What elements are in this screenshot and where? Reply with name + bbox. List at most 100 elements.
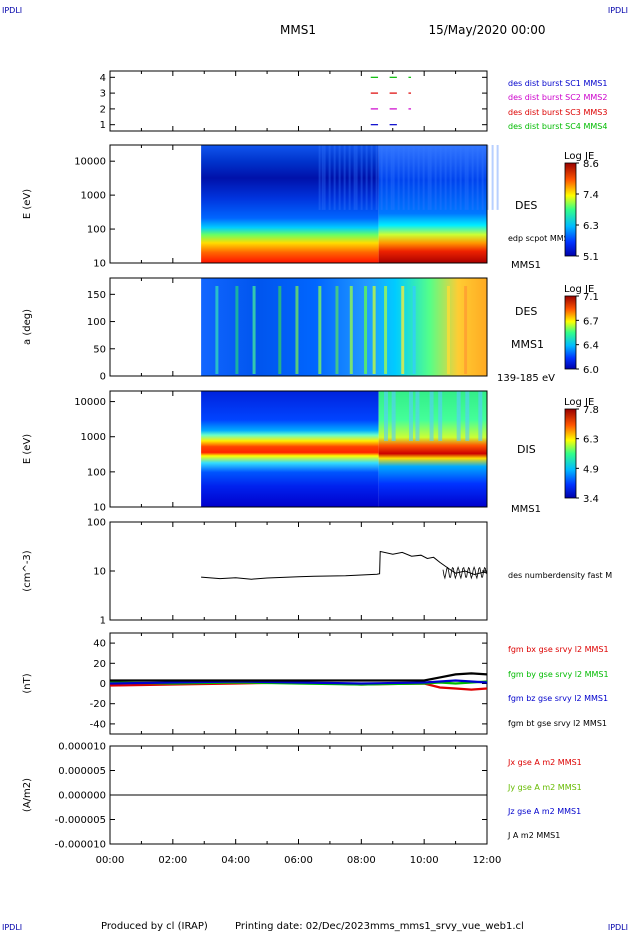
- spectrogram-texture: [343, 145, 346, 210]
- time-tick-label: 12:00: [473, 855, 502, 866]
- y-tick-label: 1000: [81, 432, 106, 443]
- spectrogram-texture: [449, 145, 452, 210]
- dis-stripe: [415, 391, 420, 441]
- colorbar-tick-label: 7.8: [583, 405, 599, 416]
- panel-current-density: -0.000010 -0.000005 0.000000 0.000005 0.0000…: [22, 742, 582, 851]
- y-tick-label: 10: [93, 567, 106, 578]
- pitch-stripe: [335, 286, 339, 374]
- des-spectrogram-part1: [201, 145, 379, 263]
- panel-magnetic-field: -40 -20 0 20 40 (nT) fgm bx gse srvy l2 MMS1 fg…: [22, 632, 609, 735]
- spectrogram-texture: [464, 145, 467, 210]
- right-label-mms1: MMS1: [511, 260, 541, 271]
- colorbar-tick-label: 6.3: [583, 221, 599, 232]
- y-tick-label: 3: [100, 89, 106, 100]
- pitch-stripe: [384, 286, 388, 374]
- spectrogram-texture: [355, 145, 358, 210]
- time-tick-label: 10:00: [410, 855, 439, 866]
- colorbar-tick-label: 6.7: [583, 316, 599, 327]
- pitch-stripe: [446, 286, 450, 374]
- dis-stripe: [429, 391, 434, 441]
- spectrogram-texture: [491, 145, 494, 210]
- pitch-stripe: [464, 286, 468, 374]
- spectrogram-texture: [353, 145, 356, 210]
- bfield-line: [109, 679, 488, 685]
- y-tick-label: 1: [100, 120, 106, 131]
- time-tick-label: 04:00: [221, 855, 250, 866]
- bfield-line: [110, 672, 488, 682]
- y-tick-label: 20: [93, 659, 106, 670]
- right-label-des: DES: [515, 305, 537, 318]
- y-tick-label: -20: [90, 699, 106, 710]
- spectrogram-texture: [481, 145, 484, 210]
- colorbar-des-energy-spectrogram: Log JE8.6 7.4 6.3 5.1: [564, 151, 599, 263]
- right-label-dis: DIS: [517, 443, 536, 456]
- colorbar-title: Log JE: [564, 284, 594, 295]
- spectrogram-texture: [385, 145, 388, 210]
- y-tick-label: 0: [100, 679, 106, 690]
- colorbar-tick-label: 7.4: [583, 190, 599, 201]
- right-label-mms1: MMS1: [511, 504, 541, 515]
- y-axis-label: E (eV): [22, 434, 33, 464]
- right-label-mms1: MMS1: [511, 338, 544, 351]
- right-label-energy-range: 139-185 eV: [497, 373, 555, 384]
- y-tick-label: 2: [100, 104, 106, 115]
- legend-current-3: J A m2 MMS1: [507, 831, 560, 840]
- corner-logo-bottom-left: IPDLI: [2, 923, 22, 932]
- y-tick-label: -0.000005: [55, 815, 106, 826]
- colorbar-des-pitch-angle: Log JE7.1 6.7 6.4 6.0: [564, 284, 599, 376]
- colorbar-tick-label: 6.4: [583, 341, 599, 352]
- footer-printing-date: Printing date: 02/Dec/2023: [235, 921, 370, 932]
- spectrogram-texture: [328, 145, 331, 210]
- legend-current-0: Jx gse A m2 MMS1: [507, 758, 582, 767]
- spectrogram-texture: [323, 145, 326, 210]
- dis-stripe: [465, 391, 470, 441]
- y-tick-label: 1: [100, 616, 106, 627]
- colorbar-tick-label: 3.4: [583, 494, 599, 505]
- colorbar-tick-label: 7.1: [583, 292, 599, 303]
- colorbar-tick-label: 6.0: [583, 365, 599, 376]
- spectrogram-texture: [434, 145, 437, 210]
- y-tick-label: 10: [93, 503, 106, 514]
- legend-bfield-3: fgm bt gse srvy l2 MMS1: [508, 719, 607, 728]
- spectrogram-texture: [333, 145, 336, 210]
- y-tick-label: 0.000010: [58, 742, 106, 753]
- corner-logo-bottom-right: IPDLI: [608, 923, 628, 932]
- panel-burst-availability: 1 2 3 4 des dist burst SC1 MMS1 des dist burs…: [100, 70, 607, 132]
- pitch-spectrogram: [201, 278, 487, 376]
- spectrogram-texture: [360, 145, 363, 210]
- right-label-scpot: edp scpot MMS1: [508, 234, 574, 243]
- spectrogram-texture: [321, 145, 324, 210]
- colorbar-dis-energy-spectrogram: Log JE7.8 6.3 4.9 3.4: [564, 397, 599, 505]
- y-tick-label: 0.000000: [58, 791, 106, 802]
- spectrogram-texture: [422, 145, 425, 210]
- spectrogram-texture: [397, 145, 400, 210]
- spectrogram-texture: [407, 145, 410, 210]
- legend-current-1: Jy gse A m2 MMS1: [507, 783, 582, 792]
- pitch-stripe: [318, 286, 322, 374]
- spectrogram-texture: [412, 145, 415, 210]
- pitch-stripe: [235, 286, 239, 374]
- corner-logo-top-right: IPDLI: [608, 6, 628, 15]
- mission-title: MMS1: [280, 23, 316, 37]
- spectrogram-texture: [454, 145, 457, 210]
- dis-stripe: [456, 391, 461, 441]
- spectrogram-texture: [471, 145, 474, 210]
- footer-produced-by: Produced by cl (IRAP): [101, 921, 208, 932]
- spectrogram-texture: [417, 145, 420, 210]
- spectrogram-texture: [392, 145, 395, 210]
- pitch-stripe: [412, 286, 416, 374]
- density-noise: [442, 566, 487, 580]
- pitch-stripe: [252, 286, 256, 374]
- panel-des-energy-spectrogram: 10 100 1000 10000 E (eV) DES edp scpot MMS1 MMS…: [22, 144, 574, 271]
- spectrogram-texture: [496, 145, 499, 210]
- spectrogram-texture: [348, 145, 351, 210]
- spectrogram-texture: [338, 145, 341, 210]
- y-axis-label: (nT): [22, 673, 33, 693]
- spectrogram-texture: [486, 145, 489, 210]
- right-label-des: DES: [515, 199, 537, 212]
- panel-frame: [109, 70, 488, 132]
- legend-burst-sc3: des dist burst SC3 MMS3: [508, 108, 607, 117]
- dis-stripe: [478, 391, 483, 441]
- colorbar-tick-label: 8.6: [583, 159, 599, 170]
- y-tick-label: 0.000005: [58, 766, 106, 777]
